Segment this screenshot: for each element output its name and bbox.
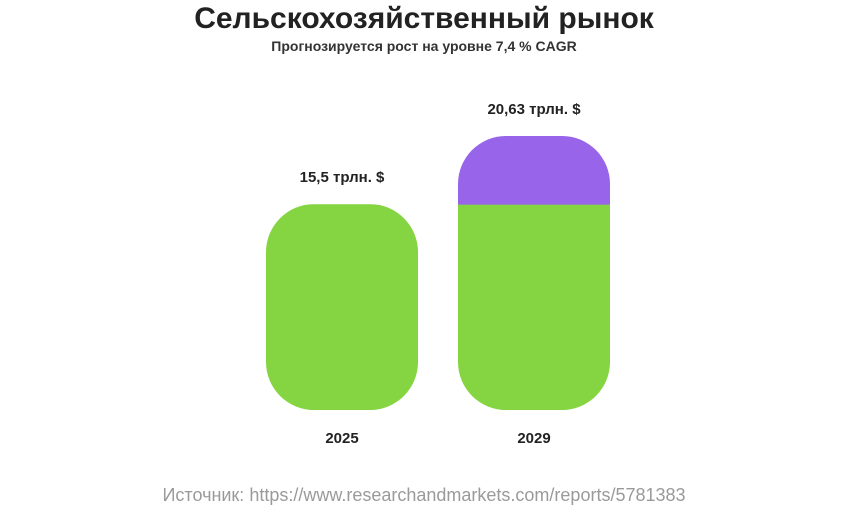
bar-2025 [266,204,418,410]
bar-segment-2025-0 [266,204,418,410]
source-note: Источник: https://www.researchandmarkets… [162,485,686,505]
category-label-2029: 2029 [517,430,550,447]
bar-segment-2029-1 [458,136,610,205]
bar-segment-2029-0 [458,204,610,410]
data-label-2025: 15,5 трлн. $ [300,169,385,186]
chart-subtitle: Прогнозируется рост на уровне 7,4 % CAGR [271,38,577,54]
data-label-2029: 20,63 трлн. $ [487,101,581,118]
category-label-2025: 2025 [325,430,358,447]
chart-title: Сельскохозяйственный рынок [194,2,654,35]
bar-chart: 15,5 трлн. $ 2025 20,63 трлн. $ 2029 [266,101,610,447]
bar-2029 [458,136,610,410]
